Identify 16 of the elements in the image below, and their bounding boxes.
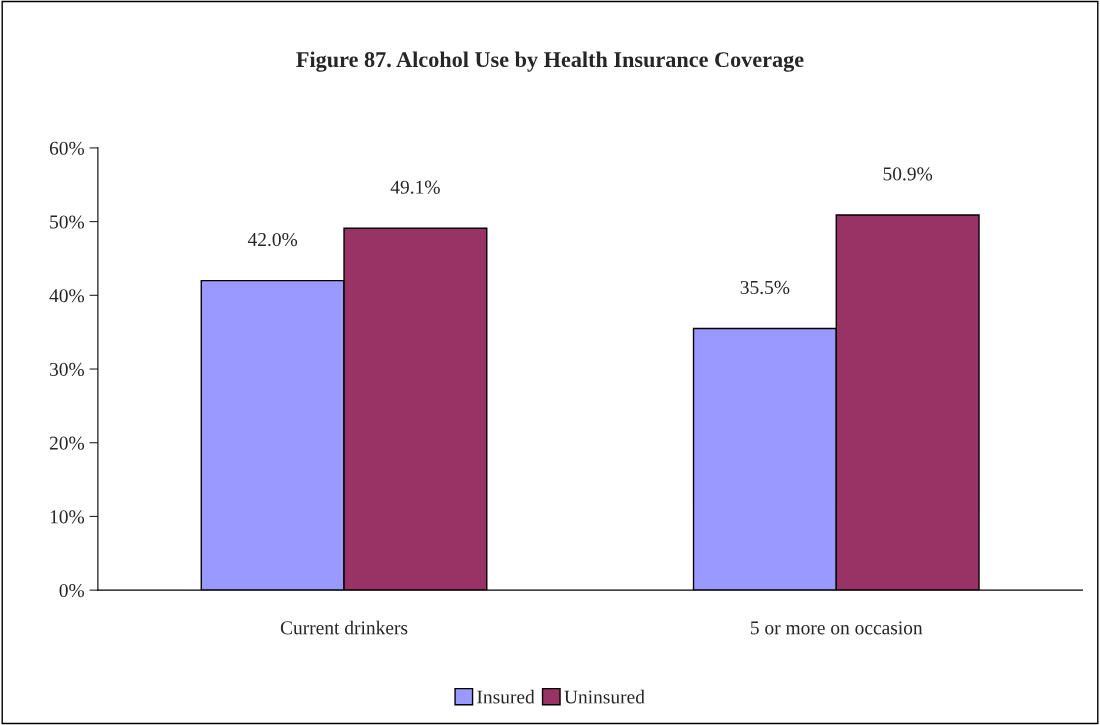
y-tick-label: 0% bbox=[59, 583, 85, 598]
x-tick-label: 5 or more on occasion bbox=[751, 621, 923, 635]
y-tick-label: 30% bbox=[49, 362, 85, 377]
data-label: 35.5% bbox=[740, 280, 790, 295]
data-label: 49.1% bbox=[390, 180, 440, 194]
legend-label: Uninsured bbox=[564, 689, 645, 704]
y-tick-label: 50% bbox=[50, 215, 85, 229]
y-tick-label: 60% bbox=[49, 141, 85, 155]
y-tick-label: 40% bbox=[49, 289, 85, 303]
x-tick-label: Current drinkers bbox=[280, 620, 408, 635]
chart-title: Figure 87. Alcohol Use by Health Insurance Coverage bbox=[296, 51, 804, 72]
y-tick-label: 20% bbox=[49, 436, 85, 450]
data-label: 42.0% bbox=[247, 232, 298, 247]
data-label: 50.9% bbox=[883, 167, 933, 181]
y-tick-label: 10% bbox=[50, 510, 85, 524]
legend-label: Insured bbox=[477, 689, 535, 704]
